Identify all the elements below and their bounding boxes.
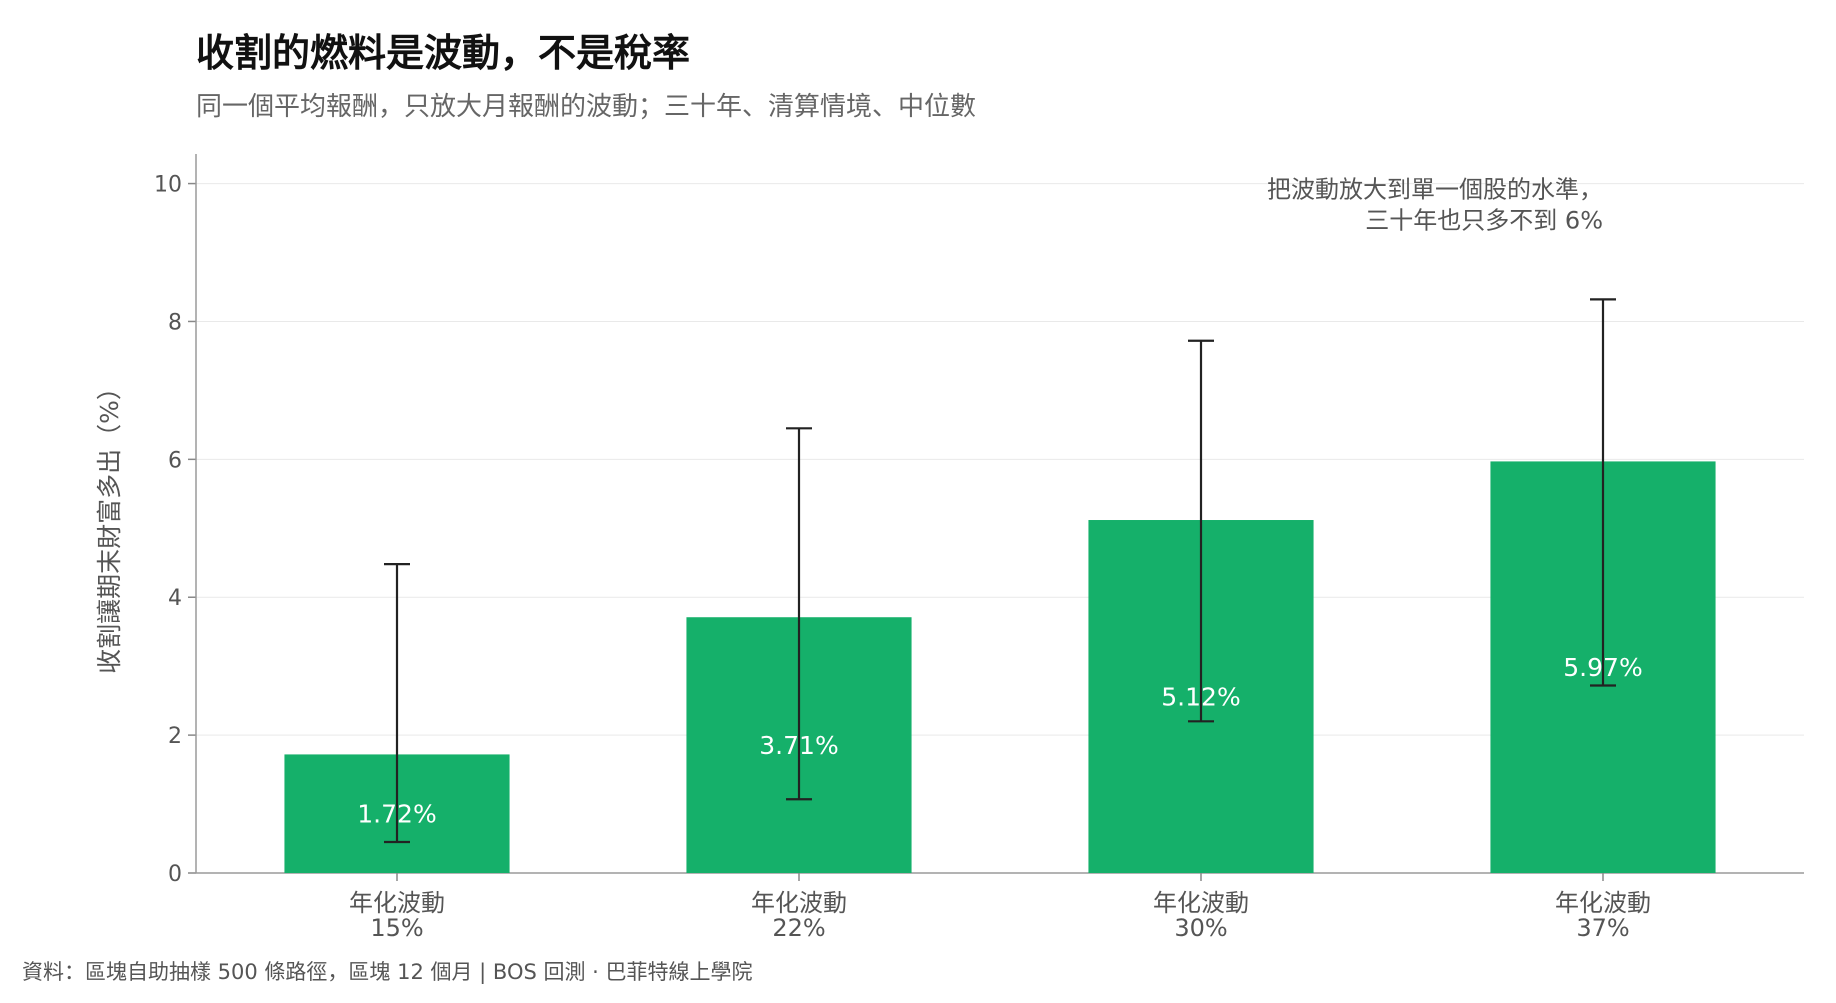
bar-value-label: 5.97%	[1563, 653, 1642, 682]
x-tick-label-value: 30%	[1174, 914, 1227, 942]
y-tick-label: 0	[168, 862, 182, 887]
bar-value-label: 1.72%	[357, 800, 436, 829]
chart-subtitle: 同一個平均報酬，只放大月報酬的波動；三十年、清算情境、中位數	[196, 92, 977, 122]
y-axis-label: 收割讓期末財富多出（%）	[95, 375, 124, 674]
y-tick-label: 10	[154, 173, 182, 198]
x-tick-label-value: 15%	[370, 914, 423, 942]
x-tick-label: 年化波動	[349, 889, 445, 917]
x-tick-label: 年化波動	[751, 889, 847, 917]
labels: 年化波動15%1.72%年化波動22%3.71%年化波動30%5.12%年化波動…	[349, 175, 1651, 942]
x-tick-label: 年化波動	[1555, 889, 1651, 917]
annotation-line: 三十年也只多不到 6%	[1365, 206, 1603, 234]
chart-title: 收割的燃料是波動，不是稅率	[196, 31, 691, 75]
x-tick-label-value: 22%	[772, 914, 825, 942]
annotation-line: 把波動放大到單一個股的水準，	[1267, 175, 1603, 203]
x-tick-label-value: 37%	[1576, 914, 1629, 942]
y-tick-label: 6	[168, 448, 182, 473]
bars	[284, 461, 1716, 873]
y-tick-label: 2	[168, 724, 182, 749]
y-tick-label: 8	[168, 310, 182, 335]
source-note: 資料：區塊自助抽樣 500 條路徑，區塊 12 個月 | BOS 回測 · 巴菲…	[22, 960, 753, 984]
error-bars	[384, 298, 1616, 844]
y-tick-label: 4	[168, 586, 182, 611]
bar-value-label: 3.71%	[759, 731, 838, 760]
bar-value-label: 5.12%	[1161, 683, 1240, 712]
x-tick-label: 年化波動	[1153, 889, 1249, 917]
